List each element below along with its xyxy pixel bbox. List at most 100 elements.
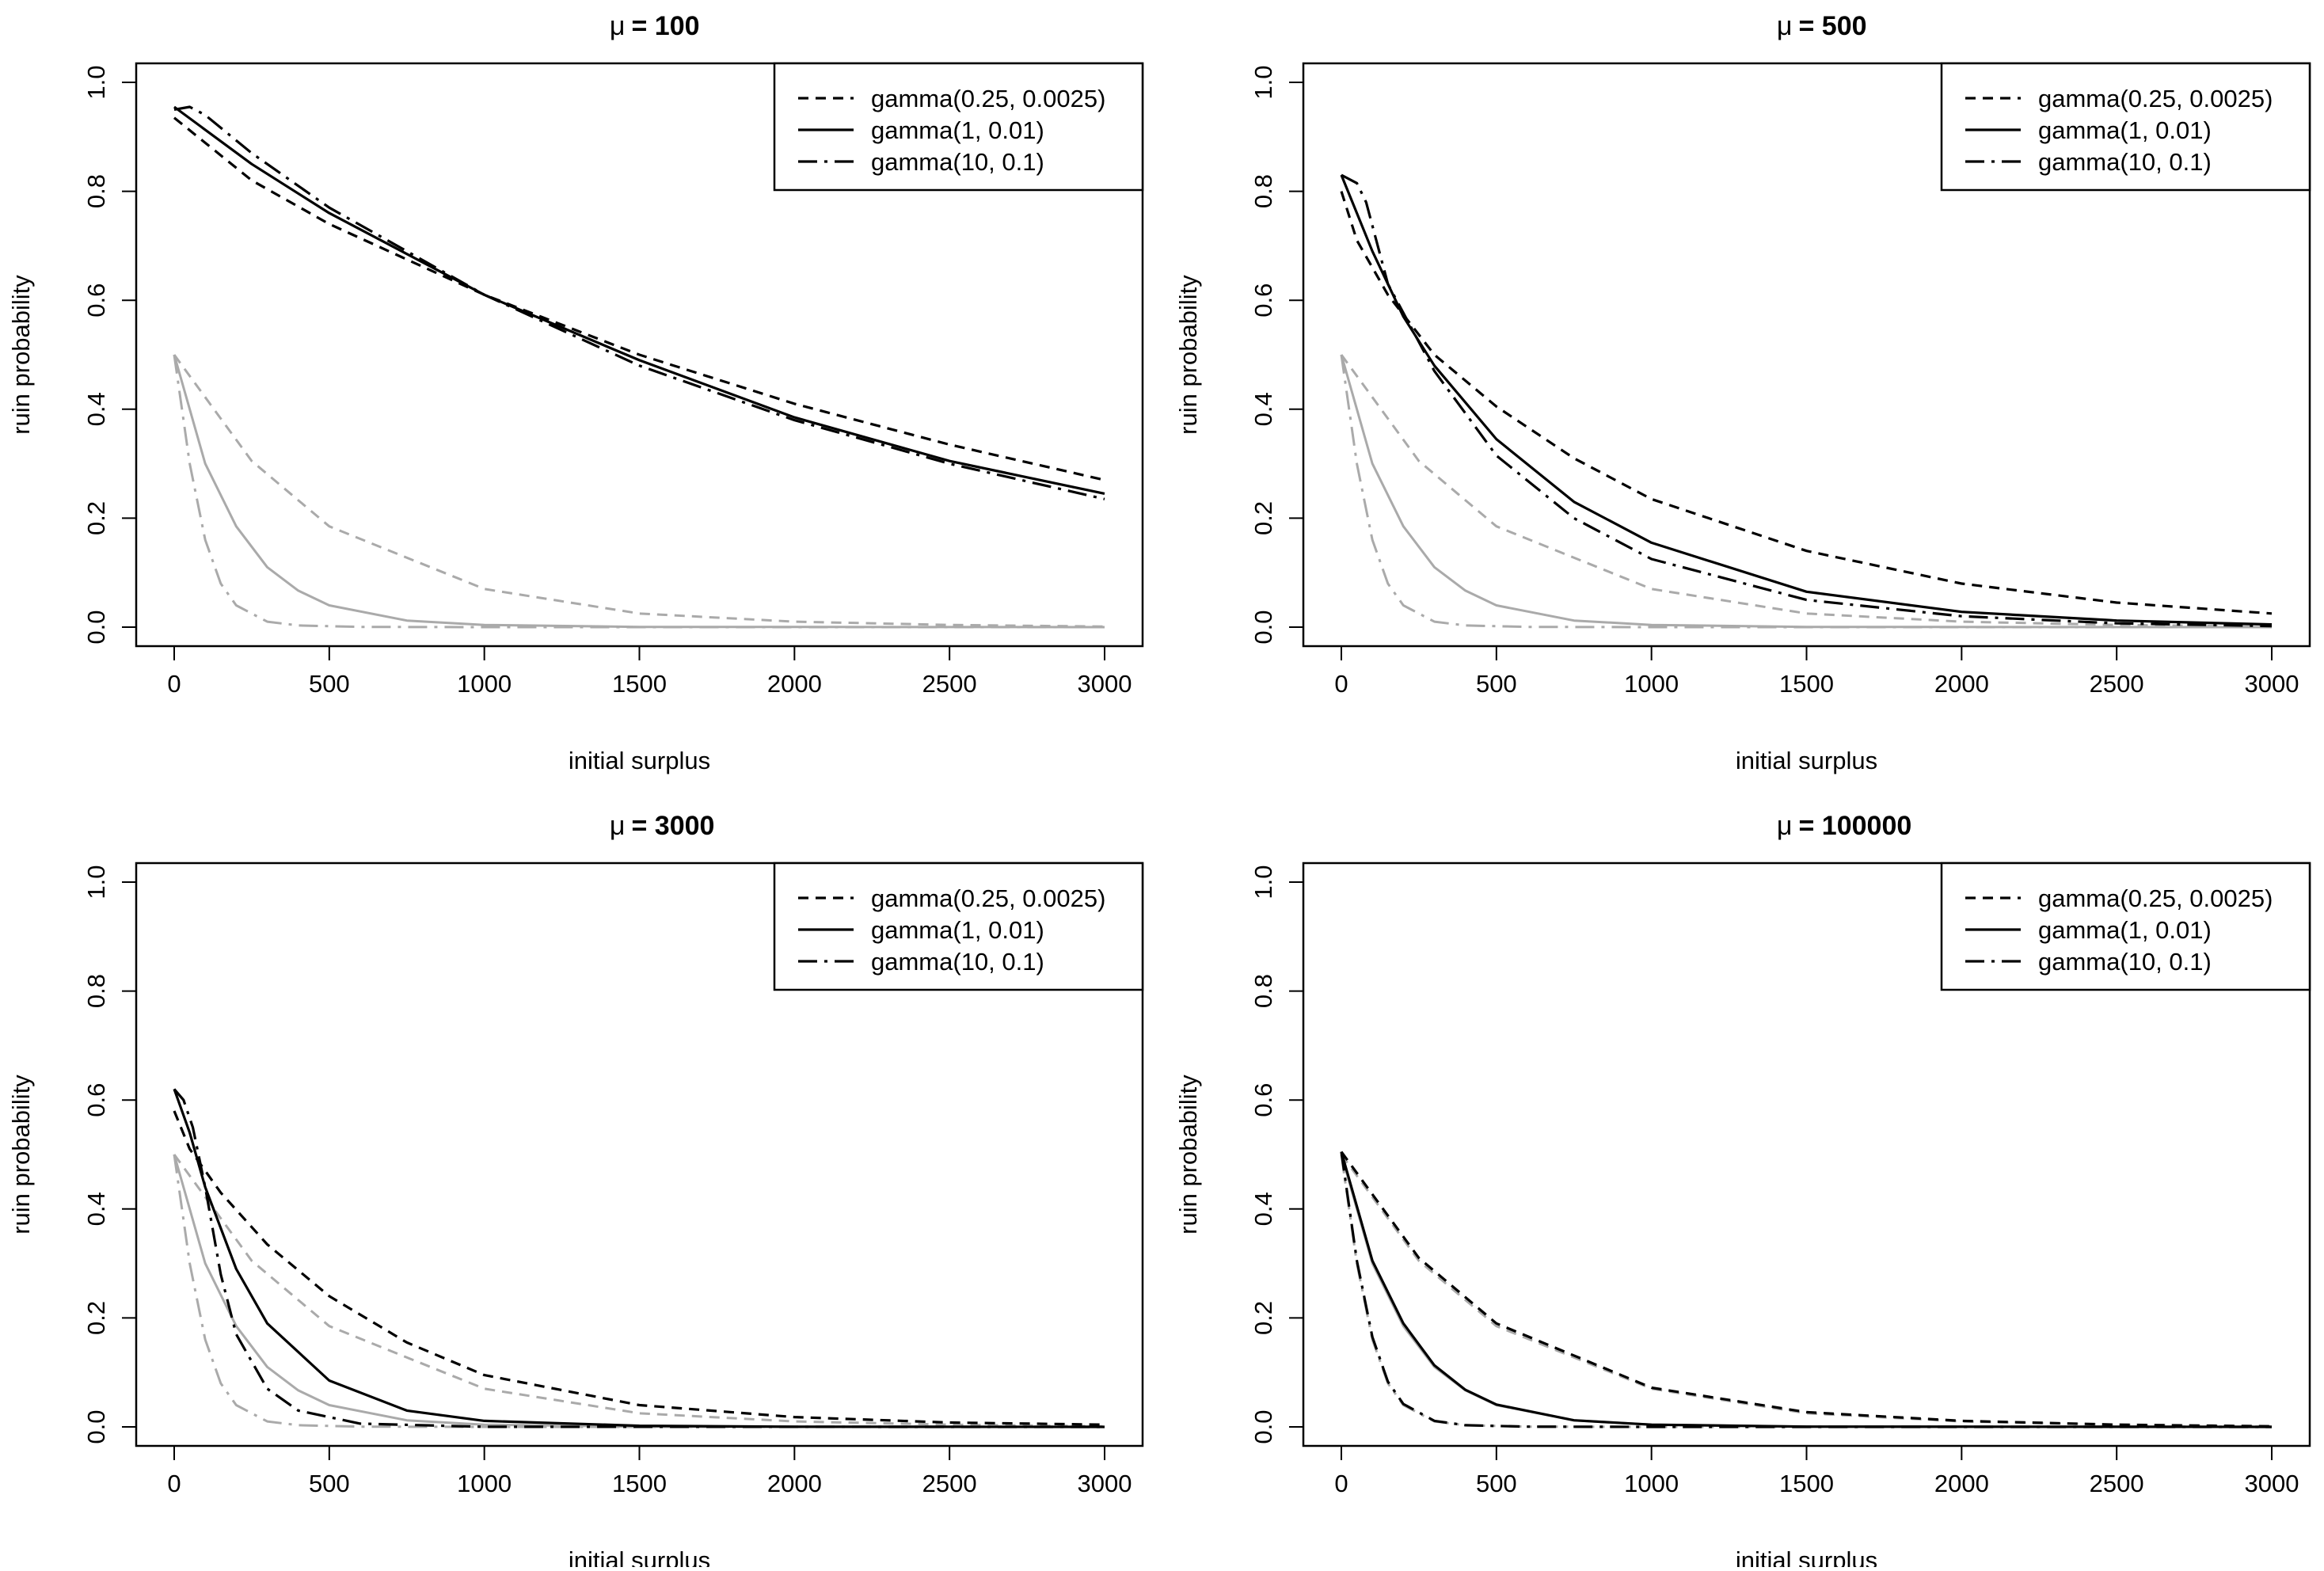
y-tick-label: 0.8	[82, 174, 110, 208]
x-tick-label: 3000	[1078, 670, 1132, 698]
y-tick-label: 0.4	[82, 392, 110, 426]
y-tick-label: 0.8	[1249, 974, 1277, 1008]
series-line-2	[173, 1088, 1105, 1428]
x-tick-label: 1500	[1779, 1470, 1834, 1497]
legend-box	[1940, 862, 2311, 991]
series-line-3	[173, 1088, 1105, 1428]
legend-label-3: gamma(10, 0.1)	[871, 948, 1044, 976]
x-tick-label: 3000	[1078, 1470, 1132, 1497]
y-axis-label: ruin probability	[1174, 275, 1202, 435]
series-line-1	[1340, 1151, 2273, 1428]
y-tick-label: 1.0	[1249, 65, 1277, 99]
series-line-3	[173, 105, 1105, 500]
y-tick-label: 0.6	[1249, 283, 1277, 318]
series-line-4	[173, 354, 1105, 628]
y-tick-label: 0.0	[1249, 610, 1277, 644]
x-tick-label: 1500	[612, 670, 667, 698]
legend-label-1: gamma(0.25, 0.0025)	[871, 884, 1105, 912]
y-tick-label: 0.4	[1249, 392, 1277, 426]
y-tick-label: 0.4	[1249, 1192, 1277, 1226]
legend-label-1: gamma(0.25, 0.0025)	[2038, 85, 2273, 112]
series-line-6	[1340, 1154, 2272, 1428]
y-tick-label: 0.2	[1249, 1301, 1277, 1335]
x-tick-label: 2000	[767, 670, 822, 698]
series-line-1	[1340, 191, 2273, 615]
y-tick-label: 0.4	[82, 1192, 110, 1226]
x-axis-label: initial surplus	[569, 747, 710, 774]
y-tick-label: 0.6	[82, 1083, 110, 1117]
x-tick-label: 500	[1476, 670, 1517, 698]
x-tick-label: 1000	[457, 1470, 512, 1497]
y-tick-label: 0.6	[82, 283, 110, 318]
y-tick-label: 1.0	[82, 65, 110, 99]
x-tick-label: 2000	[1934, 1470, 1989, 1497]
x-tick-label: 2500	[2090, 670, 2144, 698]
chart-title-symbol: μ	[1777, 11, 1793, 41]
x-tick-label: 2500	[922, 670, 977, 698]
legend-box	[773, 862, 1144, 991]
x-tick-label: 2500	[2090, 1470, 2144, 1497]
chart-title-symbol: μ	[610, 11, 626, 41]
chart-title-value: = 100	[632, 11, 700, 41]
series-line-1	[173, 1110, 1105, 1426]
chart-title-symbol: μ	[1777, 811, 1793, 841]
x-axis-label: initial surplus	[569, 1546, 710, 1567]
y-axis-label: ruin probability	[1174, 1075, 1202, 1234]
legend-box	[1940, 62, 2311, 192]
series-line-4	[1340, 354, 2273, 628]
legend-label-3: gamma(10, 0.1)	[2038, 148, 2212, 176]
x-axis-label: initial surplus	[1736, 1546, 1877, 1567]
x-tick-label: 500	[309, 670, 350, 698]
series-line-5	[173, 354, 1105, 629]
y-tick-label: 0.2	[82, 501, 110, 535]
y-tick-label: 1.0	[82, 865, 110, 899]
legend-label-2: gamma(1, 0.01)	[871, 916, 1044, 944]
x-tick-label: 1000	[1624, 670, 1679, 698]
series-line-5	[1340, 354, 2273, 629]
x-tick-label: 0	[167, 1470, 181, 1497]
x-tick-label: 0	[1334, 670, 1348, 698]
y-axis-label: ruin probability	[7, 1075, 35, 1234]
x-tick-label: 1000	[457, 670, 512, 698]
legend-label-2: gamma(1, 0.01)	[2038, 916, 2212, 944]
series-line-5	[173, 1154, 1105, 1428]
y-tick-label: 0.2	[1249, 501, 1277, 535]
series-line-4	[173, 1154, 1105, 1428]
y-tick-label: 0.0	[82, 610, 110, 644]
chart-title-value: = 500	[1799, 11, 1867, 41]
series-line-5	[1340, 1154, 2273, 1428]
series-line-2	[1340, 174, 2273, 626]
x-tick-label: 2000	[1934, 670, 1989, 698]
x-tick-label: 1500	[612, 1470, 667, 1497]
y-tick-label: 0.0	[82, 1409, 110, 1444]
series-line-2	[1340, 1151, 2273, 1428]
legend-label-1: gamma(0.25, 0.0025)	[2038, 884, 2273, 912]
x-tick-label: 1000	[1624, 1470, 1679, 1497]
x-tick-label: 3000	[2245, 670, 2299, 698]
chart-title-symbol: μ	[610, 811, 626, 841]
y-tick-label: 0.8	[1249, 174, 1277, 208]
series-line-6	[1340, 354, 2272, 629]
series-line-3	[1340, 1151, 2272, 1428]
y-tick-label: 0.6	[1249, 1083, 1277, 1117]
x-axis-label: initial surplus	[1736, 747, 1877, 774]
chart-panel-1: μ = 100 0 500 1000 1500 2000 2500 3000 0.0 0.2 0.4 0…	[7, 11, 1144, 774]
x-tick-label: 500	[1476, 1470, 1517, 1497]
y-tick-label: 0.8	[82, 974, 110, 1008]
legend-label-3: gamma(10, 0.1)	[2038, 948, 2212, 976]
y-tick-label: 1.0	[1249, 865, 1277, 899]
legend-label-3: gamma(10, 0.1)	[871, 148, 1044, 176]
legend-label-1: gamma(0.25, 0.0025)	[871, 85, 1105, 112]
x-tick-label: 2500	[922, 1470, 977, 1497]
x-tick-label: 500	[309, 1470, 350, 1497]
series-line-2	[173, 105, 1105, 495]
series-line-1	[173, 116, 1105, 481]
y-tick-label: 0.2	[82, 1301, 110, 1335]
chart-panel-3: μ = 3000 0 500 1000 1500 2000 2500 3000 0.0 0.2 0.4…	[7, 811, 1144, 1571]
x-tick-label: 2000	[767, 1470, 822, 1497]
chart-title-value: = 3000	[632, 811, 715, 841]
x-tick-label: 0	[1334, 1470, 1348, 1497]
x-tick-label: 1500	[1779, 670, 1834, 698]
